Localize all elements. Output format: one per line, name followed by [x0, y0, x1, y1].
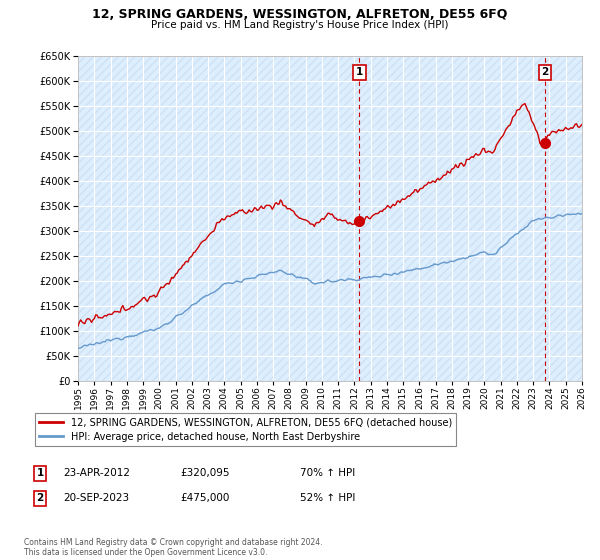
Text: 1: 1: [356, 67, 363, 77]
Text: 2: 2: [37, 493, 44, 503]
Text: 1: 1: [37, 468, 44, 478]
Text: 52% ↑ HPI: 52% ↑ HPI: [300, 493, 355, 503]
Text: 70% ↑ HPI: 70% ↑ HPI: [300, 468, 355, 478]
Text: £475,000: £475,000: [180, 493, 229, 503]
Legend: 12, SPRING GARDENS, WESSINGTON, ALFRETON, DE55 6FQ (detached house), HPI: Averag: 12, SPRING GARDENS, WESSINGTON, ALFRETON…: [35, 413, 456, 446]
Text: Price paid vs. HM Land Registry's House Price Index (HPI): Price paid vs. HM Land Registry's House …: [151, 20, 449, 30]
Text: 12, SPRING GARDENS, WESSINGTON, ALFRETON, DE55 6FQ: 12, SPRING GARDENS, WESSINGTON, ALFRETON…: [92, 8, 508, 21]
Text: 2: 2: [541, 67, 548, 77]
Text: £320,095: £320,095: [180, 468, 229, 478]
Text: Contains HM Land Registry data © Crown copyright and database right 2024.
This d: Contains HM Land Registry data © Crown c…: [24, 538, 323, 557]
Text: 23-APR-2012: 23-APR-2012: [63, 468, 130, 478]
Text: 20-SEP-2023: 20-SEP-2023: [63, 493, 129, 503]
